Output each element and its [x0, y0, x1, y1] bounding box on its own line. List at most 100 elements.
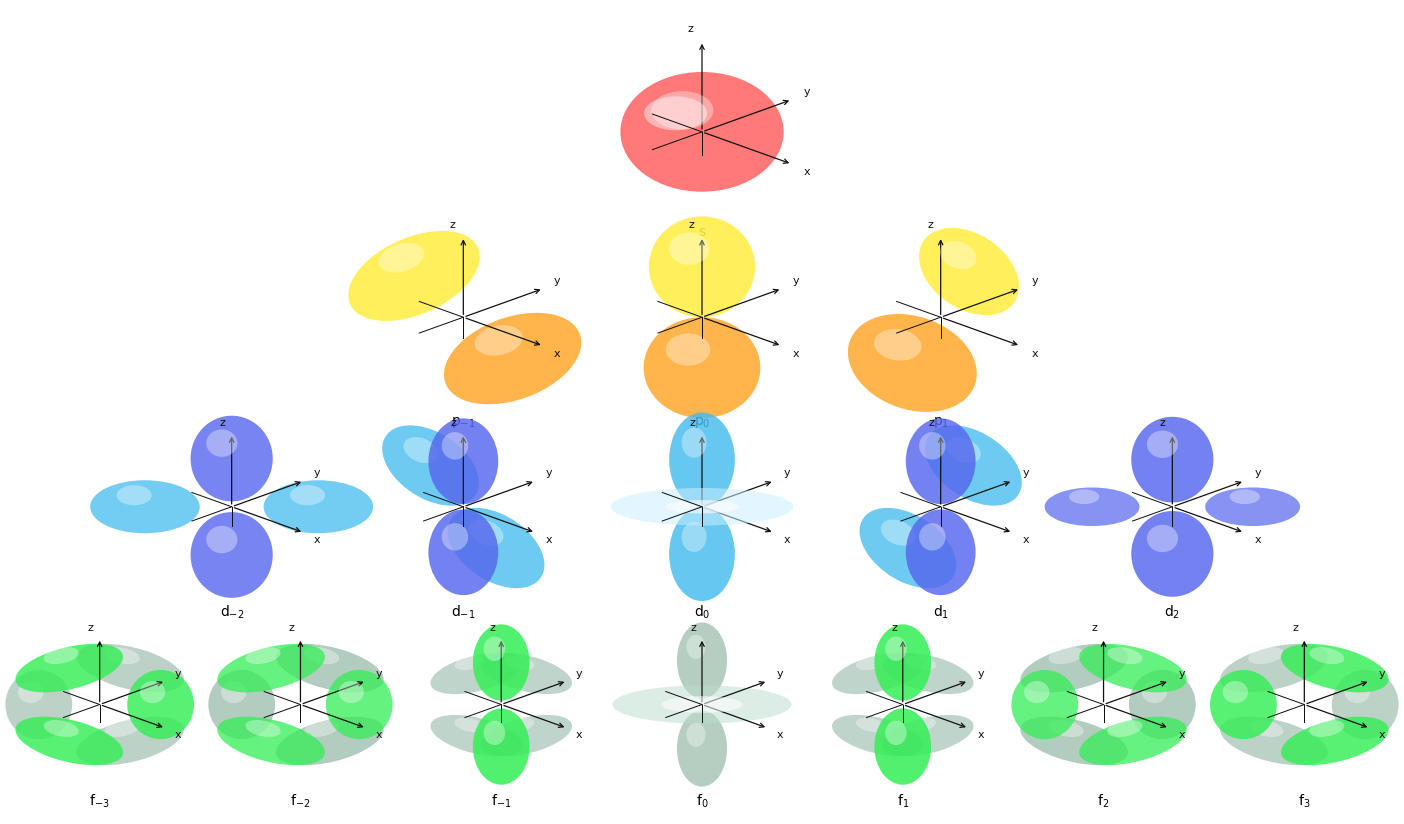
Text: y: y: [1032, 276, 1038, 286]
Text: x: x: [1379, 730, 1386, 740]
Ellipse shape: [941, 241, 976, 269]
Ellipse shape: [882, 715, 973, 756]
Ellipse shape: [480, 715, 571, 756]
Ellipse shape: [1132, 511, 1213, 597]
Ellipse shape: [1141, 681, 1167, 703]
Ellipse shape: [191, 512, 272, 598]
Ellipse shape: [1248, 720, 1283, 737]
Ellipse shape: [76, 644, 184, 692]
Ellipse shape: [906, 656, 936, 670]
Ellipse shape: [90, 480, 199, 533]
Text: x: x: [776, 730, 783, 740]
Ellipse shape: [277, 644, 383, 692]
Ellipse shape: [428, 419, 498, 504]
Ellipse shape: [128, 670, 194, 739]
Ellipse shape: [1248, 647, 1283, 664]
Text: f$_{-3}$: f$_{-3}$: [90, 793, 110, 810]
Ellipse shape: [6, 670, 72, 739]
Ellipse shape: [1220, 644, 1328, 692]
Ellipse shape: [483, 637, 505, 661]
Text: y: y: [793, 276, 799, 286]
Text: x: x: [313, 535, 320, 545]
Ellipse shape: [1108, 647, 1143, 664]
Ellipse shape: [140, 681, 166, 703]
Ellipse shape: [1049, 647, 1084, 664]
Text: x: x: [375, 730, 382, 740]
Ellipse shape: [264, 480, 373, 533]
Text: z: z: [1092, 623, 1098, 633]
Ellipse shape: [1068, 489, 1099, 504]
Text: d$_{-2}$: d$_{-2}$: [219, 603, 244, 620]
Text: z: z: [451, 418, 456, 428]
Ellipse shape: [206, 526, 237, 553]
Text: z: z: [1160, 418, 1165, 428]
Text: y: y: [977, 669, 984, 679]
Ellipse shape: [444, 313, 581, 405]
Ellipse shape: [76, 717, 184, 765]
Ellipse shape: [455, 718, 484, 733]
Ellipse shape: [885, 637, 907, 661]
Ellipse shape: [856, 656, 886, 670]
Ellipse shape: [448, 508, 545, 588]
Text: x: x: [576, 730, 583, 740]
Ellipse shape: [218, 717, 324, 765]
Ellipse shape: [504, 718, 535, 733]
Ellipse shape: [1332, 670, 1398, 739]
Ellipse shape: [44, 647, 79, 664]
Text: y: y: [1254, 469, 1261, 479]
Ellipse shape: [218, 644, 324, 692]
Ellipse shape: [1132, 417, 1213, 503]
Text: x: x: [1032, 349, 1038, 358]
Text: d$_{0}$: d$_{0}$: [694, 603, 710, 620]
Text: z: z: [927, 220, 932, 230]
Ellipse shape: [1147, 525, 1178, 552]
Ellipse shape: [1223, 681, 1248, 703]
Text: x: x: [1022, 535, 1029, 545]
Ellipse shape: [1049, 720, 1084, 737]
Ellipse shape: [677, 710, 727, 787]
Text: y: y: [576, 669, 583, 679]
Ellipse shape: [946, 437, 981, 463]
Text: p$_{-1}$: p$_{-1}$: [451, 415, 476, 430]
Text: z: z: [687, 24, 694, 34]
Text: x: x: [793, 349, 799, 358]
Text: y: y: [804, 87, 810, 96]
Text: p$_{0}$: p$_{0}$: [694, 415, 710, 430]
Text: z: z: [490, 623, 496, 633]
Ellipse shape: [431, 715, 522, 756]
Ellipse shape: [1309, 647, 1344, 664]
Text: f$_{0}$: f$_{0}$: [696, 793, 708, 810]
Ellipse shape: [687, 723, 705, 747]
Ellipse shape: [875, 709, 931, 784]
Text: z: z: [688, 220, 694, 230]
Text: x: x: [1178, 730, 1185, 740]
Ellipse shape: [246, 647, 281, 664]
Ellipse shape: [220, 681, 246, 703]
Ellipse shape: [925, 425, 1022, 506]
Ellipse shape: [442, 432, 468, 460]
Ellipse shape: [665, 500, 739, 513]
Ellipse shape: [670, 413, 734, 507]
Ellipse shape: [246, 720, 281, 737]
Ellipse shape: [612, 686, 792, 723]
Ellipse shape: [1147, 430, 1178, 458]
Text: z: z: [449, 220, 455, 230]
Ellipse shape: [920, 228, 1019, 315]
Ellipse shape: [191, 415, 272, 501]
Ellipse shape: [670, 232, 709, 265]
Text: z: z: [88, 623, 94, 633]
Ellipse shape: [670, 507, 734, 601]
Text: p$_{1}$: p$_{1}$: [932, 415, 949, 430]
Ellipse shape: [480, 653, 571, 694]
Ellipse shape: [920, 523, 945, 550]
Text: x: x: [804, 167, 810, 177]
Ellipse shape: [681, 522, 706, 552]
Ellipse shape: [348, 231, 480, 321]
Text: d$_{1}$: d$_{1}$: [932, 603, 949, 620]
Ellipse shape: [649, 217, 755, 317]
Ellipse shape: [1280, 717, 1389, 765]
Ellipse shape: [431, 653, 522, 694]
Ellipse shape: [687, 634, 705, 659]
Ellipse shape: [1230, 489, 1259, 504]
Ellipse shape: [856, 718, 886, 733]
